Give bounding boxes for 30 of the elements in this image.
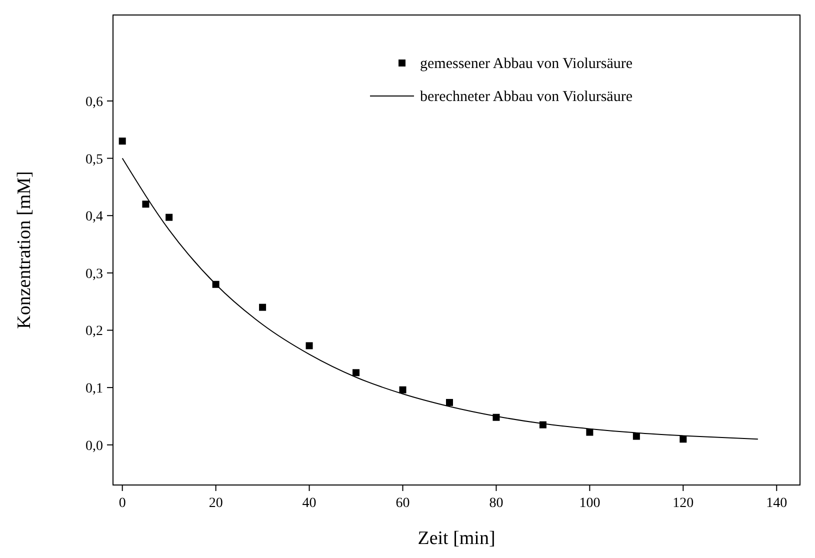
legend-label: berechneter Abbau von Violursäure bbox=[420, 89, 633, 105]
x-tick-label: 0 bbox=[118, 496, 126, 511]
x-tick-label: 80 bbox=[489, 496, 504, 511]
x-axis-title: Zeit [min] bbox=[418, 528, 496, 549]
y-tick-label: 0,6 bbox=[86, 94, 103, 110]
x-tick-label: 120 bbox=[672, 496, 694, 511]
point bbox=[142, 200, 150, 208]
point bbox=[259, 304, 266, 311]
point bbox=[680, 436, 687, 443]
x-tick-label: 140 bbox=[766, 496, 788, 511]
y-tick-label: 0,0 bbox=[86, 438, 103, 454]
y-axis-title: Konzentration [mM] bbox=[14, 171, 35, 329]
x-tick-label: 20 bbox=[208, 496, 223, 511]
y-tick-label: 0,1 bbox=[86, 382, 103, 397]
point bbox=[166, 214, 173, 221]
x-tick-label: 40 bbox=[302, 496, 316, 511]
y-tick-label: 0,5 bbox=[86, 152, 103, 168]
point bbox=[446, 398, 453, 406]
y-tick-label: 0,2 bbox=[86, 324, 103, 340]
x-tick-label: 100 bbox=[579, 496, 600, 511]
y-tick-label: 0,3 bbox=[86, 266, 103, 282]
point bbox=[352, 369, 360, 376]
y-tick-label: 0,4 bbox=[86, 210, 103, 225]
legend-label: gemessener Abbau von Violursäure bbox=[420, 56, 633, 72]
point bbox=[586, 428, 594, 436]
point bbox=[118, 138, 126, 145]
point bbox=[399, 386, 406, 394]
point bbox=[632, 432, 640, 440]
point bbox=[306, 342, 313, 350]
x-tick-label: 60 bbox=[396, 496, 410, 511]
